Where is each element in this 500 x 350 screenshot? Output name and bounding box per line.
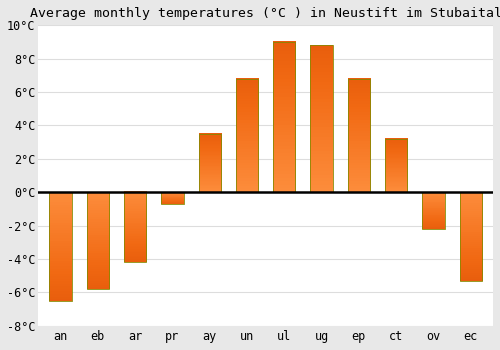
Bar bbox=[50, 192, 72, 301]
Bar bbox=[86, 192, 109, 289]
Bar bbox=[162, 192, 184, 204]
Bar bbox=[310, 45, 332, 192]
Bar bbox=[385, 139, 407, 192]
Bar bbox=[460, 192, 482, 281]
Bar bbox=[198, 134, 221, 192]
Bar bbox=[273, 42, 295, 192]
Bar bbox=[348, 79, 370, 192]
Bar bbox=[236, 79, 258, 192]
Title: Average monthly temperatures (°C ) in Neustift im Stubaital: Average monthly temperatures (°C ) in Ne… bbox=[30, 7, 500, 20]
Bar bbox=[124, 192, 146, 262]
Bar bbox=[422, 192, 444, 229]
